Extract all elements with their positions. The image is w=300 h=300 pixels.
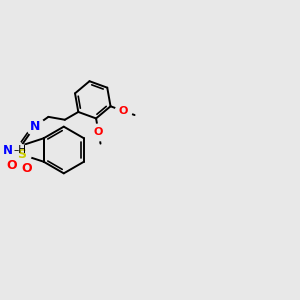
Text: –H: –H	[14, 145, 26, 155]
Text: O: O	[118, 106, 128, 116]
Text: S: S	[17, 148, 26, 161]
Text: N: N	[3, 143, 13, 157]
Text: O: O	[7, 159, 17, 172]
Text: O: O	[94, 127, 103, 136]
Text: N: N	[30, 120, 40, 133]
Text: O: O	[21, 161, 32, 175]
